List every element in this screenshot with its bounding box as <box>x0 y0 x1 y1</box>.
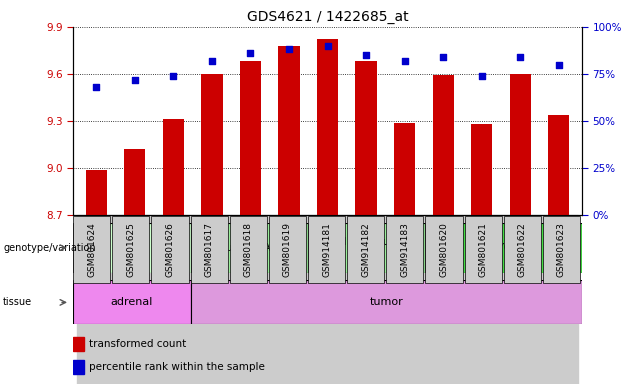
Point <box>130 76 140 83</box>
Bar <box>347 217 384 283</box>
Text: genotype/variation: genotype/variation <box>3 243 96 253</box>
Text: transformed count: transformed count <box>90 339 187 349</box>
Bar <box>501 215 539 384</box>
Text: GSM801625: GSM801625 <box>127 222 135 277</box>
Bar <box>202 74 223 215</box>
Bar <box>548 115 569 215</box>
Bar <box>394 122 415 215</box>
Bar <box>424 215 462 384</box>
Bar <box>163 119 184 215</box>
Bar <box>116 215 154 384</box>
Point <box>476 73 487 79</box>
Text: adrenal: adrenal <box>111 297 153 308</box>
Text: mutated ALK: mutated ALK <box>216 243 283 253</box>
Bar <box>543 217 580 283</box>
Text: GSM801620: GSM801620 <box>439 222 448 277</box>
Point <box>245 50 256 56</box>
Bar <box>240 61 261 215</box>
Bar <box>124 149 146 215</box>
Point <box>322 43 333 49</box>
Bar <box>231 215 270 384</box>
Bar <box>279 46 300 215</box>
Bar <box>347 215 385 384</box>
Bar <box>73 223 191 273</box>
Bar <box>73 360 85 374</box>
Point <box>438 54 448 60</box>
Text: GSM801626: GSM801626 <box>165 222 174 277</box>
Bar <box>308 223 425 273</box>
Bar <box>154 215 193 384</box>
Bar <box>270 215 308 384</box>
Bar <box>308 217 345 283</box>
Bar <box>151 217 189 283</box>
Bar <box>308 215 347 384</box>
Point <box>207 58 217 64</box>
Bar <box>230 217 267 283</box>
Text: tumor: tumor <box>370 297 403 308</box>
Bar <box>86 170 107 215</box>
Text: GSM914181: GSM914181 <box>322 222 331 277</box>
Text: GSM914182: GSM914182 <box>361 222 370 277</box>
Text: GSM914183: GSM914183 <box>400 222 410 277</box>
Text: MYCN and mutated
ALK: MYCN and mutated ALK <box>317 237 417 258</box>
Bar <box>77 215 116 384</box>
Bar <box>462 215 501 384</box>
Bar <box>191 223 308 273</box>
Point <box>361 52 371 58</box>
Point <box>284 46 294 53</box>
Text: GSM801624: GSM801624 <box>87 222 96 277</box>
Bar <box>425 217 462 283</box>
Bar <box>464 217 502 283</box>
Text: GSM801621: GSM801621 <box>479 222 488 277</box>
Point <box>554 61 564 68</box>
Point <box>91 84 101 90</box>
Text: percentile rank within the sample: percentile rank within the sample <box>90 362 265 372</box>
Point <box>169 73 179 79</box>
Text: GSM801617: GSM801617 <box>205 222 214 277</box>
Text: GSM801622: GSM801622 <box>518 222 527 277</box>
Bar <box>73 280 191 324</box>
Bar <box>539 215 578 384</box>
Text: GSM801618: GSM801618 <box>244 222 252 277</box>
Point <box>399 58 410 64</box>
Bar <box>504 217 541 283</box>
Text: GSM801619: GSM801619 <box>283 222 292 277</box>
Bar <box>386 217 424 283</box>
Bar <box>385 215 424 384</box>
Bar <box>113 217 149 283</box>
Point <box>515 54 525 60</box>
Text: MYCN: MYCN <box>489 243 518 253</box>
Bar <box>317 40 338 215</box>
Bar <box>191 280 582 324</box>
Bar <box>471 124 492 215</box>
Bar <box>73 217 110 283</box>
Bar <box>509 74 531 215</box>
Bar <box>193 215 231 384</box>
Bar <box>191 217 228 283</box>
Bar <box>73 337 85 351</box>
Bar <box>269 217 306 283</box>
Text: tissue: tissue <box>3 297 32 308</box>
Text: GSM801623: GSM801623 <box>557 222 566 277</box>
Title: GDS4621 / 1422685_at: GDS4621 / 1422685_at <box>247 10 408 25</box>
Text: normal: normal <box>113 243 150 253</box>
Bar <box>356 61 377 215</box>
Bar <box>432 76 453 215</box>
Bar <box>425 223 582 273</box>
